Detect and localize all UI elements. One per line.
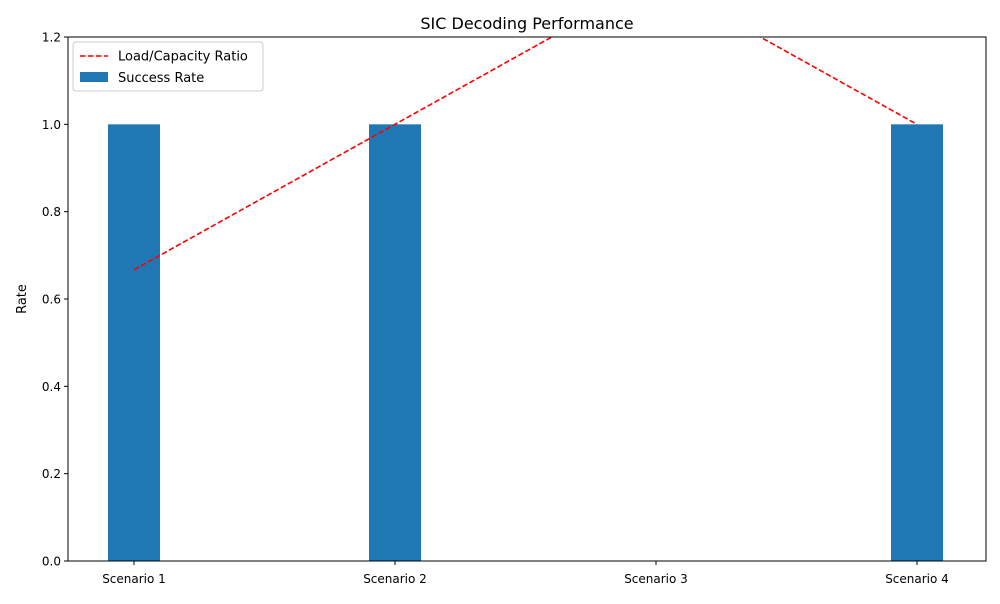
legend-bar-label: Success Rate [118,71,204,86]
y-axis-ticks: 0.0 0.2 0.4 0.6 0.8 1.0 1.2 [42,31,68,569]
legend-bar-swatch [80,72,108,82]
bar-4 [891,124,943,561]
load-capacity-line [133,37,918,271]
x-axis-ticks: Scenario 1 Scenario 2 Scenario 3 Scenario 4 [102,561,949,586]
bars-layer [108,124,943,561]
x-tick-label: Scenario 3 [624,572,688,586]
x-tick-label: Scenario 1 [102,572,166,586]
y-tick-label: 0.8 [42,205,61,219]
legend: Load/Capacity Ratio Success Rate [72,41,264,92]
y-tick-label: 0.2 [42,467,61,481]
y-tick-label: 0.0 [42,555,61,569]
legend-line-label: Load/Capacity Ratio [118,50,248,65]
bar-1 [108,124,160,561]
x-tick-label: Scenario 4 [885,572,949,586]
y-tick-label: 0.4 [42,380,61,394]
plot-frame [67,36,987,562]
y-axis-label: Rate [15,284,30,314]
line-layer [133,37,918,271]
chart-title: SIC Decoding Performance [420,14,633,33]
y-tick-label: 1.2 [42,31,61,45]
legend-box [72,41,264,92]
y-tick-label: 0.6 [42,293,61,307]
y-tick-label: 1.0 [42,118,61,132]
x-tick-label: Scenario 2 [363,572,427,586]
bar-2 [369,124,421,561]
